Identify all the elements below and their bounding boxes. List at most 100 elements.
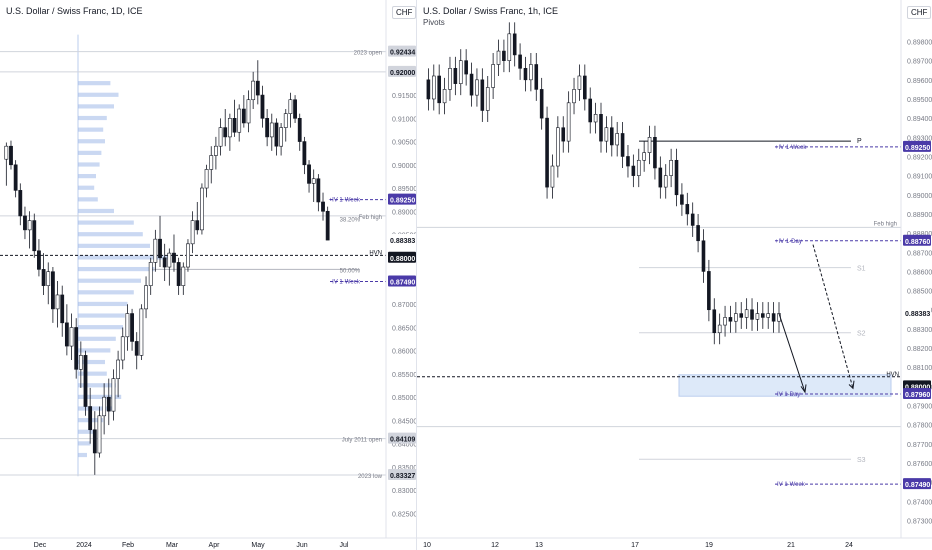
- daily-price-tag-bg: [388, 468, 416, 480]
- daily-price-tag-bg: [388, 275, 416, 287]
- hourly-y-tick-label: 0.87400: [907, 499, 932, 506]
- daily-candle-body: [181, 266, 186, 286]
- hourly-candle-body: [442, 89, 447, 104]
- hourly-y-tick-label: 0.87600: [907, 461, 932, 468]
- daily-candle-body: [269, 122, 274, 138]
- daily-candle-body: [307, 164, 311, 184]
- hvn-level-label: HVN: [886, 372, 899, 378]
- hourly-candle-body: [453, 68, 458, 84]
- hourly-candle-body: [712, 309, 717, 334]
- hourly-y-tick-label: 0.87300: [907, 519, 932, 526]
- daily-candle-body: [83, 355, 88, 407]
- daily-y-tick-label: 0.85500: [392, 372, 416, 379]
- daily-candle-body: [111, 378, 116, 412]
- daily-y-tick-label: 0.84000: [392, 442, 416, 449]
- hourly-candle-body: [561, 127, 566, 142]
- daily-x-tick-label: 2024: [76, 542, 92, 549]
- daily-candle-body: [148, 262, 153, 286]
- iv-level-label: +IV 1-Week: [329, 198, 361, 204]
- hourly-candle-body: [717, 324, 722, 334]
- daily-price-tag: 0.88383: [390, 238, 415, 245]
- daily-candle-body: [130, 313, 134, 342]
- daily-candle-body: [325, 210, 330, 241]
- hourly-candle-body: [469, 73, 474, 96]
- hourly-candle-body: [728, 317, 733, 322]
- volume-profile-bar: [78, 371, 107, 376]
- hourly-y-tick-label: 0.88300: [907, 327, 932, 334]
- hourly-candle-body: [502, 50, 506, 61]
- daily-candle-body: [13, 164, 18, 191]
- volume-profile-bar: [78, 359, 105, 365]
- volume-profile-bar: [78, 115, 107, 121]
- hourly-y-tick-label: 0.87700: [907, 442, 932, 449]
- hourly-y-tick-label: 0.89300: [907, 135, 932, 142]
- hourly-candle-body: [518, 54, 522, 69]
- hourly-candle-body: [739, 313, 744, 318]
- daily-x-tick-label: Mar: [166, 542, 179, 549]
- daily-candle-body: [153, 238, 158, 263]
- hourly-candle-body: [491, 64, 495, 88]
- hourly-candle-body: [609, 127, 614, 146]
- pivot-label: S2: [857, 331, 866, 338]
- hourly-chart-panel[interactable]: +IV 1-Week Feb high +IV 1-Day HVN -IV 1-Day -…: [416, 0, 932, 550]
- hourly-candle-body: [475, 79, 479, 96]
- daily-candle-body: [55, 294, 60, 310]
- hourly-candle-body: [566, 102, 571, 142]
- hourly-price-tag: 0.89250: [905, 145, 930, 152]
- daily-candle-body: [209, 155, 214, 170]
- daily-price-tag-bg: [388, 251, 416, 263]
- daily-y-tick-label: 0.86000: [392, 349, 416, 356]
- volume-profile-bar: [78, 208, 114, 214]
- daily-y-tick-label: 0.86500: [392, 325, 416, 332]
- volume-profile-bar: [78, 81, 111, 86]
- hourly-candle-body: [512, 33, 517, 56]
- volume-profile-bar: [78, 406, 114, 411]
- hourly-x-tick-label: 12: [491, 542, 499, 549]
- hourly-chart-title: U.S. Dollar / Swiss Franc, 1h, ICE: [423, 6, 559, 16]
- daily-candle-body: [200, 187, 204, 231]
- daily-candle-body: [311, 178, 316, 184]
- projection-arrowhead-dashed: [848, 380, 855, 390]
- volume-profile-bar: [78, 452, 87, 458]
- hourly-y-tick-label: 0.88600: [907, 269, 932, 276]
- hourly-candle-body: [653, 136, 657, 169]
- hourly-y-tick-label: 0.88800: [907, 231, 932, 238]
- hourly-price-tag: 0.88383: [905, 311, 930, 318]
- hourly-candle-body: [631, 165, 636, 176]
- daily-candle-body: [232, 118, 237, 133]
- hourly-candle-body: [615, 133, 619, 146]
- volume-profile-bar: [78, 325, 123, 330]
- hourly-candle-body: [550, 165, 555, 188]
- daily-candle-body: [321, 201, 325, 212]
- hourly-candle-body: [437, 75, 441, 104]
- daily-candle-body: [260, 94, 265, 119]
- daily-y-tick-label: 0.83000: [392, 488, 416, 495]
- hourly-price-tag-bg: [903, 306, 931, 318]
- level-label: 2023 low: [358, 474, 383, 480]
- daily-chart-panel[interactable]: 2023 open +IV 1-Week Feb high 38.20% HVN 50.0…: [0, 0, 417, 550]
- daily-price-tag-bg: [388, 65, 416, 77]
- hourly-candle-body: [448, 68, 452, 90]
- hourly-candle-body: [496, 50, 501, 65]
- daily-candle-body: [186, 243, 190, 268]
- hourly-candle-body: [545, 117, 549, 188]
- hourly-candle-body: [507, 33, 512, 61]
- daily-candle-body: [316, 178, 321, 203]
- hourly-candle-body: [593, 114, 598, 123]
- hourly-candle-body: [647, 136, 652, 153]
- hourly-chart-svg[interactable]: +IV 1-Week Feb high +IV 1-Day HVN -IV 1-Day -…: [417, 0, 932, 550]
- daily-y-tick-label: 0.89000: [392, 209, 416, 216]
- daily-candle-body: [293, 99, 297, 119]
- daily-chart-title: U.S. Dollar / Swiss Franc, 1D, ICE: [6, 6, 143, 16]
- hourly-y-tick-label: 0.88900: [907, 212, 932, 219]
- level-label: July 2011 open: [342, 438, 382, 444]
- volume-profile-bar: [78, 301, 128, 307]
- daily-candle-body: [60, 294, 65, 324]
- hourly-candle-body: [642, 152, 646, 161]
- volume-profile-bar: [78, 197, 98, 202]
- daily-price-tag-bg: [388, 432, 416, 444]
- daily-candle-body: [41, 269, 46, 286]
- daily-candle-body: [302, 141, 307, 166]
- hourly-y-tick-label: 0.89000: [907, 193, 932, 200]
